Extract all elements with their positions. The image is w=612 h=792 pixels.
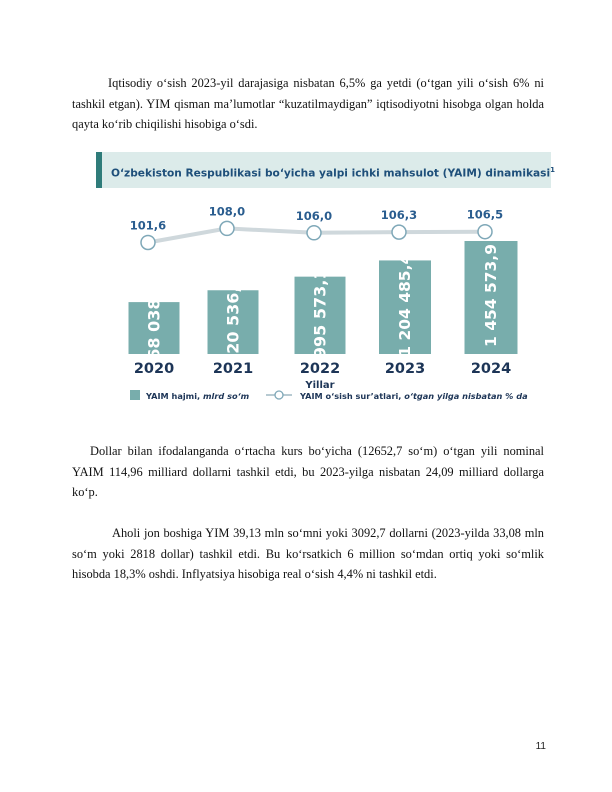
gdp-bar-2020 xyxy=(128,302,180,354)
legend-label-growth-rate: YAIM o‘sish sur’atlari, o‘tgan yilga nis… xyxy=(299,391,528,401)
growth-label-2020: 101,6 xyxy=(130,218,166,232)
gdp-figure: O‘zbekiston Respublikasi bo‘yicha yalpi … xyxy=(96,152,555,412)
growth-point-2024 xyxy=(477,223,493,240)
x-tick-2022: 2022 xyxy=(300,361,340,377)
gdp-bar-label-2021: 820 536,6 xyxy=(224,275,243,365)
x-tick-2020: 2020 xyxy=(134,361,174,377)
page-number: 11 xyxy=(535,741,546,752)
x-tick-2024: 2024 xyxy=(471,361,511,377)
gdp-bar-label-2024: 1 454 573,9 xyxy=(482,244,500,347)
figure-title-text: O‘zbekiston Respublikasi bo‘yicha yalpi … xyxy=(111,167,551,180)
growth-label-2021: 108,0 xyxy=(209,204,245,218)
paragraph-dollar-gdp: Dollar bilan ifodalanganda o‘rtacha kurs… xyxy=(72,444,544,499)
paragraph-per-capita: Aholi jon boshiga YIM 39,13 mln so‘mni y… xyxy=(72,526,544,581)
figure-title-footnote-mark: 1 xyxy=(550,166,555,174)
x-tick-2021: 2021 xyxy=(213,361,253,377)
gdp-bar-2024 xyxy=(464,241,518,354)
growth-label-2024: 106,5 xyxy=(467,208,503,222)
gdp-bar-2021 xyxy=(207,290,259,354)
growth-point-2020 xyxy=(140,234,156,251)
paragraph-economic-growth: Iqtisodiy o‘sish 2023-yil darajasiga nis… xyxy=(72,76,544,131)
legend-swatch-growth-point xyxy=(274,390,284,400)
gdp-bar-label-2022: 995 573,1 xyxy=(311,269,330,359)
figure-title: O‘zbekiston Respublikasi bo‘yicha yalpi … xyxy=(96,152,555,188)
x-tick-2023: 2023 xyxy=(385,361,425,377)
growth-point-2023 xyxy=(391,224,407,240)
growth-point-2022 xyxy=(306,225,322,241)
legend-label-gdp-volume: YAIM hajmi, mlrd so‘m xyxy=(145,391,250,401)
gdp-bar-2022 xyxy=(294,276,346,354)
legend-swatch-gdp-volume xyxy=(130,390,140,400)
gdp-bar-2023 xyxy=(379,260,431,354)
growth-label-2022: 106,0 xyxy=(296,209,332,223)
gdp-chart: 668 038,0 820 536,6 995 573,1 1 204 485,4 1 … xyxy=(128,204,528,401)
gdp-bar-label-2020: 668 038,0 xyxy=(145,281,164,371)
growth-label-2023: 106,3 xyxy=(381,208,417,222)
x-axis-title: Yillar xyxy=(304,380,334,391)
growth-point-2021 xyxy=(219,220,235,237)
gdp-bar-label-2023: 1 204 485,4 xyxy=(396,254,414,357)
